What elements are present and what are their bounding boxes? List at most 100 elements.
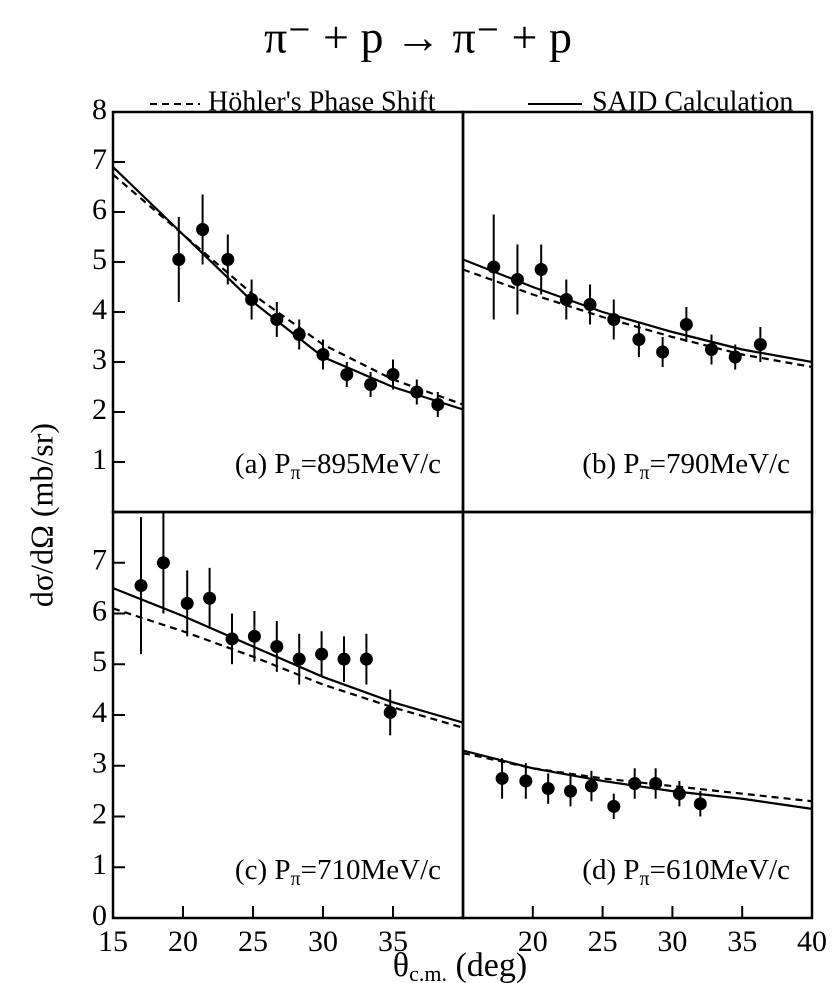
x-tick-label: 30 bbox=[308, 925, 338, 958]
panel-label-main: (c) P bbox=[235, 854, 291, 886]
data-point bbox=[247, 629, 261, 643]
x-tick-label: 25 bbox=[238, 925, 268, 958]
data-point bbox=[337, 652, 351, 666]
data-point bbox=[221, 253, 235, 266]
data-point bbox=[410, 385, 424, 399]
x-tick-label: 35 bbox=[727, 925, 757, 958]
y-tick-label: 7 bbox=[92, 143, 107, 176]
data-point bbox=[203, 591, 217, 605]
data-point bbox=[584, 779, 598, 793]
y-tick-label: 8 bbox=[92, 93, 107, 126]
data-point bbox=[340, 368, 354, 381]
data-point bbox=[180, 596, 194, 610]
data-point bbox=[225, 632, 239, 646]
panel-label-tail: =710MeV/c bbox=[301, 854, 441, 886]
y-tick-label: 2 bbox=[92, 797, 107, 830]
x-axis-label: θc.m. (deg) bbox=[393, 947, 527, 983]
x-label-tail: (deg) bbox=[447, 947, 527, 983]
panel-label-tail: =790MeV/c bbox=[650, 448, 790, 480]
data-point bbox=[292, 328, 306, 341]
data-point bbox=[559, 293, 573, 306]
y-tick-label: 4 bbox=[92, 293, 107, 326]
data-point bbox=[607, 313, 621, 326]
panel-label-sub: π bbox=[291, 462, 301, 484]
data-point bbox=[156, 556, 170, 570]
data-point bbox=[172, 253, 186, 266]
panel-label-main: (a) P bbox=[235, 448, 291, 480]
panel-label-sub: π bbox=[640, 462, 650, 484]
panel-label: (c) Pπ=710MeV/c bbox=[235, 854, 441, 890]
y-tick-label: 3 bbox=[92, 747, 107, 780]
panel-label-main: (b) P bbox=[582, 448, 639, 480]
data-point bbox=[315, 647, 329, 661]
data-point bbox=[270, 639, 284, 653]
data-point bbox=[359, 652, 373, 666]
curve bbox=[463, 268, 812, 369]
panel-label-sub: π bbox=[640, 868, 650, 890]
chart-title: π⁻ + p → π⁻ + p bbox=[264, 12, 572, 63]
curve bbox=[113, 173, 463, 406]
data-point bbox=[607, 799, 621, 813]
data-point bbox=[519, 774, 533, 788]
panel-frame bbox=[461, 510, 814, 920]
x-tick-label: 20 bbox=[168, 925, 198, 958]
y-tick-label: 5 bbox=[92, 243, 107, 276]
y-tick-label: 0 bbox=[92, 899, 107, 932]
y-tick-label: 2 bbox=[92, 393, 107, 426]
panel-label: (a) Pπ=895MeV/c bbox=[235, 448, 441, 484]
curve bbox=[113, 587, 463, 724]
x-tick-label: 15 bbox=[98, 925, 128, 958]
data-point bbox=[583, 298, 597, 311]
y-tick-label: 1 bbox=[92, 443, 107, 476]
x-tick-label: 30 bbox=[657, 925, 687, 958]
panel-label-tail: =895MeV/c bbox=[301, 448, 441, 480]
panel-label-main: (d) P bbox=[582, 854, 639, 886]
y-tick-label: 4 bbox=[92, 696, 107, 729]
data-point bbox=[383, 705, 397, 719]
data-point bbox=[753, 338, 767, 351]
data-point bbox=[693, 797, 707, 811]
y-tick-label: 7 bbox=[92, 544, 107, 577]
x-label-main: θ bbox=[393, 947, 409, 983]
data-point bbox=[534, 263, 548, 276]
data-point bbox=[431, 398, 445, 411]
y-tick-label: 6 bbox=[92, 193, 107, 226]
panel-label-tail: =610MeV/c bbox=[650, 854, 790, 886]
data-point bbox=[386, 368, 400, 381]
data-point bbox=[563, 784, 577, 798]
data-point bbox=[316, 348, 330, 361]
x-tick-label: 40 bbox=[797, 925, 827, 958]
data-point bbox=[495, 771, 509, 785]
data-point bbox=[628, 777, 642, 791]
data-point bbox=[672, 787, 686, 801]
data-point bbox=[245, 293, 259, 306]
data-point bbox=[679, 318, 693, 331]
panel-label: (d) Pπ=610MeV/c bbox=[582, 854, 790, 890]
data-point bbox=[270, 313, 284, 326]
x-tick-label: 25 bbox=[588, 925, 618, 958]
y-tick-label: 3 bbox=[92, 343, 107, 376]
panel bbox=[463, 214, 812, 370]
curve bbox=[113, 607, 463, 729]
panel-label: (b) Pπ=790MeV/c bbox=[582, 448, 790, 484]
data-point bbox=[364, 378, 378, 391]
curve bbox=[113, 166, 463, 411]
data-point bbox=[649, 777, 663, 791]
data-point bbox=[196, 223, 210, 236]
y-tick-label: 6 bbox=[92, 594, 107, 627]
panel bbox=[113, 512, 463, 736]
data-point bbox=[541, 782, 555, 796]
panel bbox=[113, 166, 463, 417]
data-point bbox=[487, 260, 501, 274]
x-label-sub: c.m. bbox=[409, 961, 447, 983]
data-point bbox=[632, 333, 646, 346]
y-axis-label: dσ/dΩ (mb/sr) bbox=[23, 423, 59, 607]
x-tick-label: 35 bbox=[378, 925, 408, 958]
data-point bbox=[510, 273, 524, 286]
data-point bbox=[292, 652, 306, 666]
data-point bbox=[704, 343, 718, 356]
data-point bbox=[134, 579, 148, 593]
x-tick-label: 20 bbox=[518, 925, 548, 958]
